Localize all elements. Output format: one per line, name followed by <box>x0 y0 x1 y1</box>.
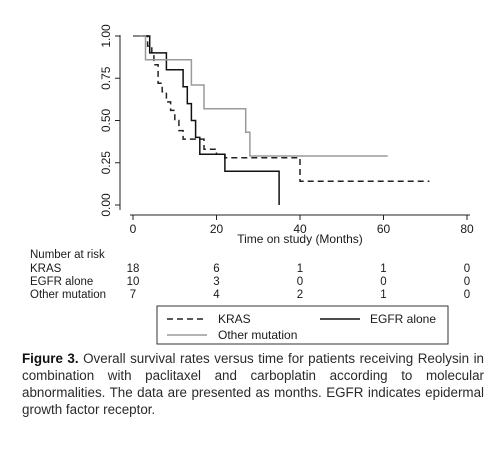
caption-text: Overall survival rates versus time for p… <box>22 351 484 417</box>
x-tick-label: 20 <box>210 222 224 236</box>
risk-value: 1 <box>297 263 303 275</box>
x-axis-ticks: 0 20 40 60 80 <box>130 215 474 236</box>
risk-value: 0 <box>464 263 470 275</box>
survival-curves <box>133 35 430 205</box>
x-axis-title: Time on study (Months) <box>237 232 363 246</box>
risk-value: 0 <box>297 276 303 288</box>
survival-curve-other-mutation <box>133 35 388 157</box>
risk-value: 4 <box>213 289 220 301</box>
survival-curve-egfr-alone <box>133 35 280 205</box>
y-tick-label: 0.00 <box>99 193 113 217</box>
risk-value: 10 <box>127 276 140 288</box>
risk-value: 1 <box>380 263 386 275</box>
survival-chart: 0.000.250.500.751.00 0 20 40 60 80 Time on s… <box>30 24 474 345</box>
x-tick-label: 0 <box>130 222 137 236</box>
legend-box <box>156 305 449 345</box>
figure-label: Figure 3. <box>22 351 79 366</box>
y-tick-label: 0.25 <box>99 151 113 175</box>
y-tick-label: 0.75 <box>99 66 113 90</box>
survival-curve-kras <box>133 35 430 183</box>
legend-label-egfr: EGFR alone <box>370 312 436 326</box>
y-axis-ticks: 0.00 0.25 0.50 0.75 1.00 <box>99 24 120 217</box>
risk-row-label: KRAS <box>30 263 62 275</box>
legend: KRAS EGFR alone Other mutation <box>156 305 449 345</box>
risk-value: 18 <box>127 263 140 275</box>
figure-caption: Figure 3. Overall survival rates versus … <box>22 350 484 418</box>
x-tick-label: 40 <box>293 222 307 236</box>
y-tick-label: 1.00 <box>99 24 113 48</box>
risk-value: 7 <box>130 289 136 301</box>
risk-table-title: Number at risk <box>30 249 105 261</box>
risk-value: 3 <box>213 276 219 288</box>
legend-label-other: Other mutation <box>218 328 297 342</box>
risk-value: 1 <box>380 289 386 301</box>
risk-value: 0 <box>464 289 470 301</box>
x-tick-label: 80 <box>460 222 474 236</box>
risk-row-label: EGFR alone <box>30 276 93 288</box>
x-tick-label: 60 <box>377 222 391 236</box>
risk-value: 0 <box>464 276 470 288</box>
risk-value: 6 <box>213 263 219 275</box>
risk-value: 2 <box>297 289 303 301</box>
risk-value: 0 <box>380 276 386 288</box>
y-tick-label: 0.50 <box>99 108 113 132</box>
legend-label-kras: KRAS <box>218 312 251 326</box>
risk-row-label: Other mutation <box>30 289 106 301</box>
